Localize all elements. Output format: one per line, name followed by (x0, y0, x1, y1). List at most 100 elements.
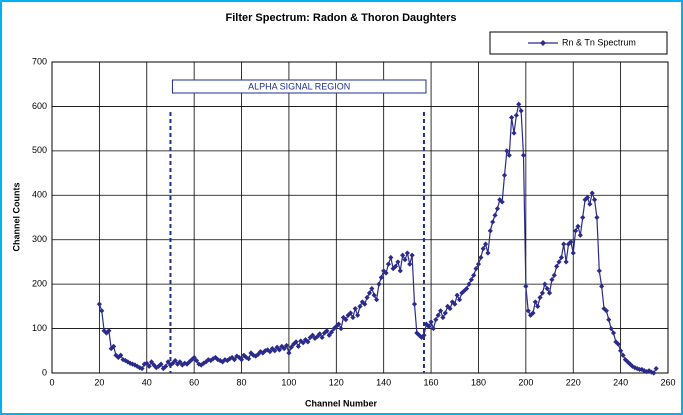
data-point (99, 308, 105, 314)
data-point (613, 339, 619, 345)
data-point (364, 294, 370, 301)
data-point (582, 197, 588, 203)
data-point (601, 305, 607, 312)
data-point (291, 341, 297, 347)
data-point (383, 270, 389, 276)
data-point (366, 290, 373, 296)
data-point (544, 285, 550, 292)
data-point (163, 363, 169, 369)
data-point (419, 334, 425, 341)
data-point (125, 359, 131, 365)
data-point (101, 328, 107, 334)
x-axis-label: Channel Number (305, 398, 378, 408)
data-point (641, 368, 647, 374)
data-point (632, 365, 638, 371)
data-point (527, 312, 534, 318)
data-point (437, 308, 444, 314)
data-point (108, 345, 114, 352)
data-point (537, 294, 543, 301)
data-point (378, 274, 384, 281)
y-tick-label: 700 (32, 56, 47, 66)
data-point (156, 363, 162, 369)
data-point (530, 310, 536, 316)
data-point (404, 250, 410, 256)
x-tick-label: 140 (376, 377, 391, 387)
data-point (373, 297, 380, 303)
y-tick-label: 500 (32, 145, 47, 155)
data-point (96, 301, 102, 307)
data-point (520, 152, 527, 158)
data-point (111, 343, 117, 349)
data-point (167, 362, 174, 368)
data-point (196, 361, 202, 367)
data-point (328, 329, 335, 335)
data-point (452, 301, 458, 307)
data-point (525, 308, 531, 314)
data-point (449, 299, 455, 305)
data-point (615, 341, 621, 347)
data-point (219, 359, 226, 365)
y-tick-label: 0 (42, 367, 47, 377)
data-point (573, 228, 579, 234)
legend-marker (540, 40, 546, 46)
data-point (118, 352, 124, 358)
data-point (620, 352, 626, 358)
data-point (269, 345, 275, 352)
data-point (129, 361, 136, 367)
data-point (165, 359, 171, 365)
data-point (177, 359, 183, 365)
data-point (501, 172, 508, 178)
x-tick-label: 40 (142, 377, 152, 387)
data-point (563, 259, 569, 265)
annotation-box (171, 79, 427, 94)
x-tick-label: 20 (94, 377, 104, 387)
data-point (293, 339, 299, 345)
data-point (227, 356, 233, 362)
data-point (402, 257, 408, 263)
data-point (283, 342, 290, 349)
data-point (511, 130, 517, 136)
data-point (561, 241, 567, 247)
data-point (411, 301, 418, 307)
data-point (246, 356, 252, 362)
legend-label: Rn & Tn Spectrum (562, 37, 636, 47)
data-point (186, 359, 193, 365)
data-point (158, 361, 164, 367)
data-point (454, 292, 460, 298)
data-point (627, 361, 633, 367)
data-point (539, 290, 546, 296)
data-point (350, 314, 356, 321)
data-point (618, 348, 624, 354)
x-tick-label: 160 (424, 377, 439, 387)
y-tick-label: 100 (32, 323, 47, 333)
data-point (385, 261, 392, 267)
data-point (174, 361, 181, 367)
data-point (215, 357, 221, 363)
data-point (435, 312, 441, 318)
data-point (494, 206, 501, 212)
data-point (210, 356, 216, 362)
data-point (392, 263, 399, 269)
data-point (144, 360, 150, 366)
data-point (265, 347, 271, 353)
data-point (352, 305, 358, 312)
data-point (333, 323, 339, 329)
data-point (516, 101, 522, 107)
annotation-text: ALPHA SIGNAL REGION (248, 81, 350, 91)
data-point (172, 357, 178, 364)
x-tick-label: 120 (329, 377, 344, 387)
data-point (596, 268, 602, 274)
data-point (447, 305, 453, 312)
data-point (338, 325, 344, 332)
data-point (648, 369, 655, 375)
x-tick-label: 0 (49, 377, 54, 387)
data-point (409, 252, 415, 258)
data-point (184, 361, 190, 367)
data-point (421, 332, 427, 338)
x-tick-label: 80 (237, 377, 247, 387)
data-point (464, 285, 470, 292)
data-point (518, 108, 524, 114)
data-point (400, 252, 406, 258)
data-point (509, 114, 515, 121)
